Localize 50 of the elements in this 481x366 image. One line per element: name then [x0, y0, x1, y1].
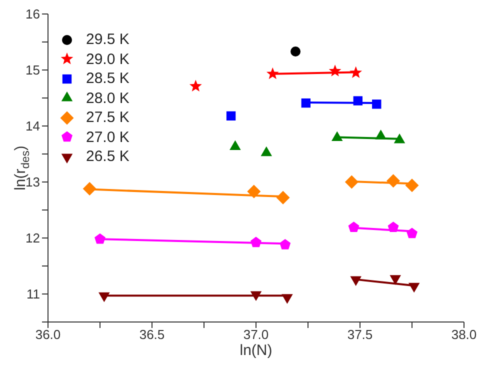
point	[94, 233, 106, 244]
x-axis-title: ln(N)	[240, 342, 272, 359]
point	[350, 66, 362, 78]
point	[276, 190, 290, 204]
legend-label: 28.5 K	[86, 69, 130, 88]
point	[390, 275, 401, 285]
point	[344, 175, 358, 189]
point	[266, 67, 279, 80]
point	[282, 294, 293, 304]
point	[230, 140, 241, 150]
point	[353, 96, 363, 106]
point	[190, 80, 202, 92]
point	[250, 236, 262, 248]
point	[375, 130, 386, 140]
point	[394, 134, 406, 144]
y-tick-label: 12	[26, 230, 40, 246]
legend-label: 28.0 K	[86, 88, 130, 108]
legend-label: 29.5 K	[86, 30, 130, 50]
point	[247, 184, 261, 198]
y-tick-label: 16	[26, 6, 40, 22]
legend-label: 27.5 K	[86, 108, 130, 128]
point	[331, 131, 343, 142]
x-tick-label: 38.0	[451, 327, 477, 342]
point	[386, 174, 400, 188]
point	[250, 291, 262, 302]
point	[290, 46, 301, 57]
x-tick-label: 36.5	[139, 327, 165, 342]
point	[350, 276, 362, 286]
point	[82, 182, 96, 196]
y-tick-label: 14	[26, 118, 40, 134]
point	[348, 222, 360, 232]
point	[408, 282, 420, 293]
point	[388, 222, 399, 232]
point	[328, 64, 342, 76]
point	[405, 178, 419, 192]
point	[98, 292, 110, 302]
y-tick-label: 11	[26, 286, 40, 302]
point	[280, 238, 291, 250]
point	[406, 228, 418, 238]
point	[226, 111, 236, 121]
y-tick-label: 15	[26, 62, 40, 78]
x-tick-label: 37.0	[243, 327, 269, 342]
point	[301, 98, 311, 108]
x-tick-label: 37.5	[347, 327, 373, 342]
point	[372, 100, 382, 109]
legend-label: 29.0 K	[86, 50, 130, 69]
legend-label: 26.5 K	[86, 147, 130, 166]
point	[260, 146, 272, 156]
legend-label: 27.0 K	[86, 128, 130, 147]
x-tick-label: 36.0	[35, 327, 61, 342]
